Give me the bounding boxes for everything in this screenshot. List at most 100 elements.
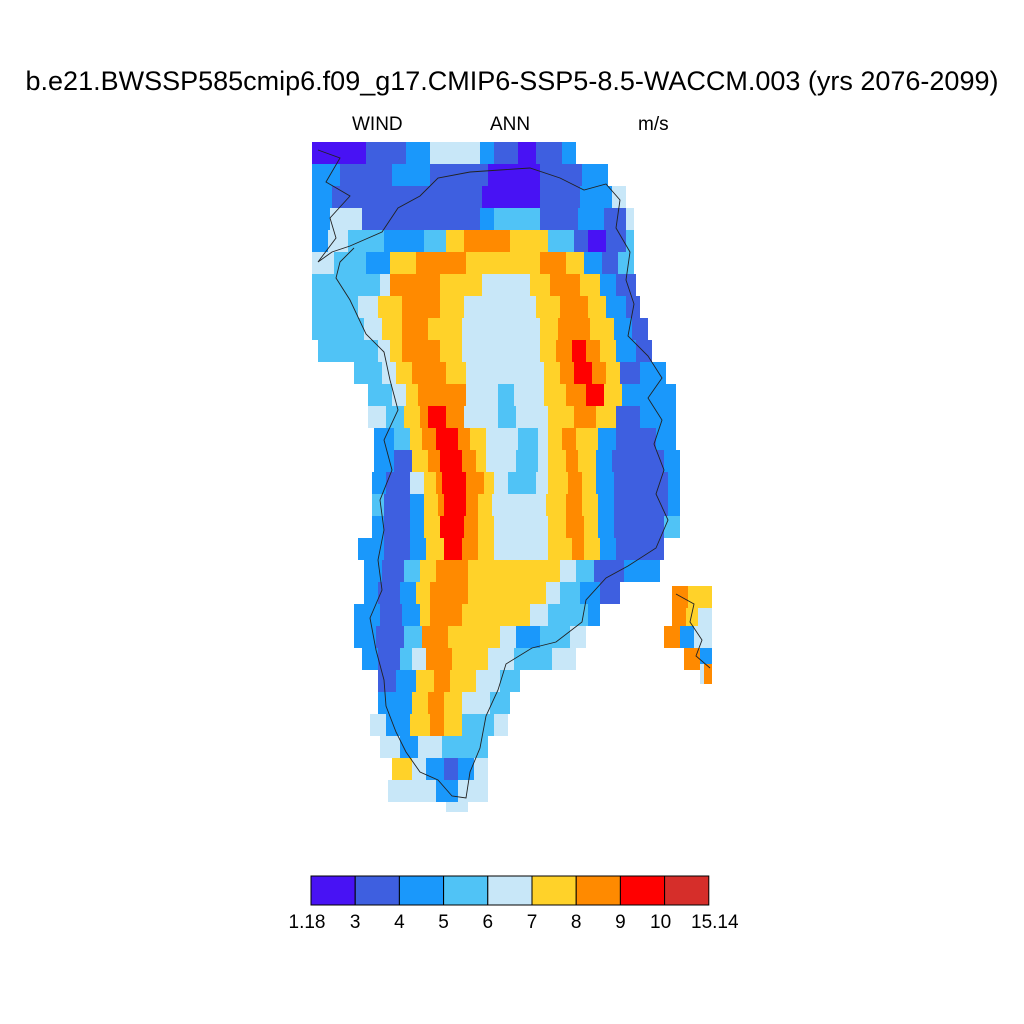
coastline [317,149,669,799]
grid-cell [442,472,466,494]
grid-cell [494,516,548,538]
grid-cell [318,340,378,362]
grid-cell [402,604,420,626]
grid-cell [672,608,686,630]
grid-cell [478,538,494,560]
grid-cell [380,186,420,208]
grid-cell [596,472,614,494]
grid-cell [412,692,428,714]
grid-cell [470,428,486,450]
grid-cell [614,516,664,538]
grid-cell [390,252,416,274]
grid-cell [672,586,688,608]
grid-cell [424,230,446,252]
grid-cell [574,362,592,384]
grid-cell [596,406,616,428]
grid-cell [394,428,410,450]
grid-cell [392,164,430,186]
grid-cell [544,384,566,406]
grid-cell [588,230,606,252]
grid-cell [402,340,440,362]
grid-cell [330,208,362,230]
grid-cell [430,582,468,604]
grid-cell [560,296,588,318]
grid-cell [436,472,442,494]
grid-cell [644,384,676,406]
grid-cell [592,362,606,384]
grid-cell [486,428,518,450]
grid-cell [588,296,606,318]
grid-cell [466,362,544,384]
grid-cell [606,230,626,252]
grid-cell [560,362,574,384]
season-label: ANN [490,114,531,135]
grid-cell [440,274,482,296]
grid-cell [548,230,574,252]
grid-cell [594,560,624,582]
grid-cell [498,384,514,406]
grid-cell [452,648,488,670]
colorbar-swatch [487,875,533,906]
grid-cell [616,428,656,450]
grid-cell [388,780,410,802]
grid-cell [518,142,536,164]
grid-cell [484,472,494,494]
grid-cell [430,142,480,164]
grid-cell [362,648,378,670]
grid-cell [422,626,448,648]
grid-cell [392,758,412,780]
grid-cell [606,362,620,384]
grid-cell [510,230,548,252]
grid-cell [410,428,422,450]
grid-cell [424,472,436,494]
grid-cell [424,494,438,516]
grid-cell [424,516,440,538]
grid-cell [566,450,578,472]
grid-cell [428,406,446,428]
grid-cell [444,714,462,736]
grid-cell [312,142,366,164]
grid-cell [574,406,596,428]
grid-cell [540,252,566,274]
grid-cell [516,450,538,472]
grid-cell [562,428,576,450]
grid-cell [370,714,386,736]
plot-title: b.e21.BWSSP585cmip6.f09_g17.CMIP6-SSP5-8… [25,66,999,96]
grid-cell [548,428,562,450]
grid-cell [704,664,712,684]
grid-cell [382,362,396,384]
grid-cell [400,582,416,604]
grid-cell [466,472,484,494]
grid-cell [390,274,440,296]
grid-cell [612,186,626,208]
grid-cell [540,186,580,208]
grid-cell [530,604,548,626]
grid-cell [386,472,410,494]
grid-cell [480,142,494,164]
grid-cell [688,586,712,608]
grid-cell [368,384,392,406]
grid-cell [548,472,568,494]
grid-cell [480,208,494,230]
grid-cell [450,670,476,692]
grid-cell [566,516,584,538]
grid-cell [366,142,406,164]
grid-cell [410,538,426,560]
grid-cell [488,648,514,670]
grid-cell [384,516,410,538]
grid-cell [574,230,588,252]
grid-cell [478,494,492,516]
grid-cell [468,582,546,604]
grid-cell [468,560,490,582]
grid-cell [582,494,598,516]
grid-cell [440,450,462,472]
grid-cell [426,758,444,780]
grid-cell [364,560,382,582]
grid-cell [604,208,626,230]
grid-cell [418,208,480,230]
colorbar-swatch [354,875,400,906]
grid-cell [500,670,520,692]
grid-cell [516,406,548,428]
grid-cell [312,318,364,340]
grid-cell [620,362,640,384]
